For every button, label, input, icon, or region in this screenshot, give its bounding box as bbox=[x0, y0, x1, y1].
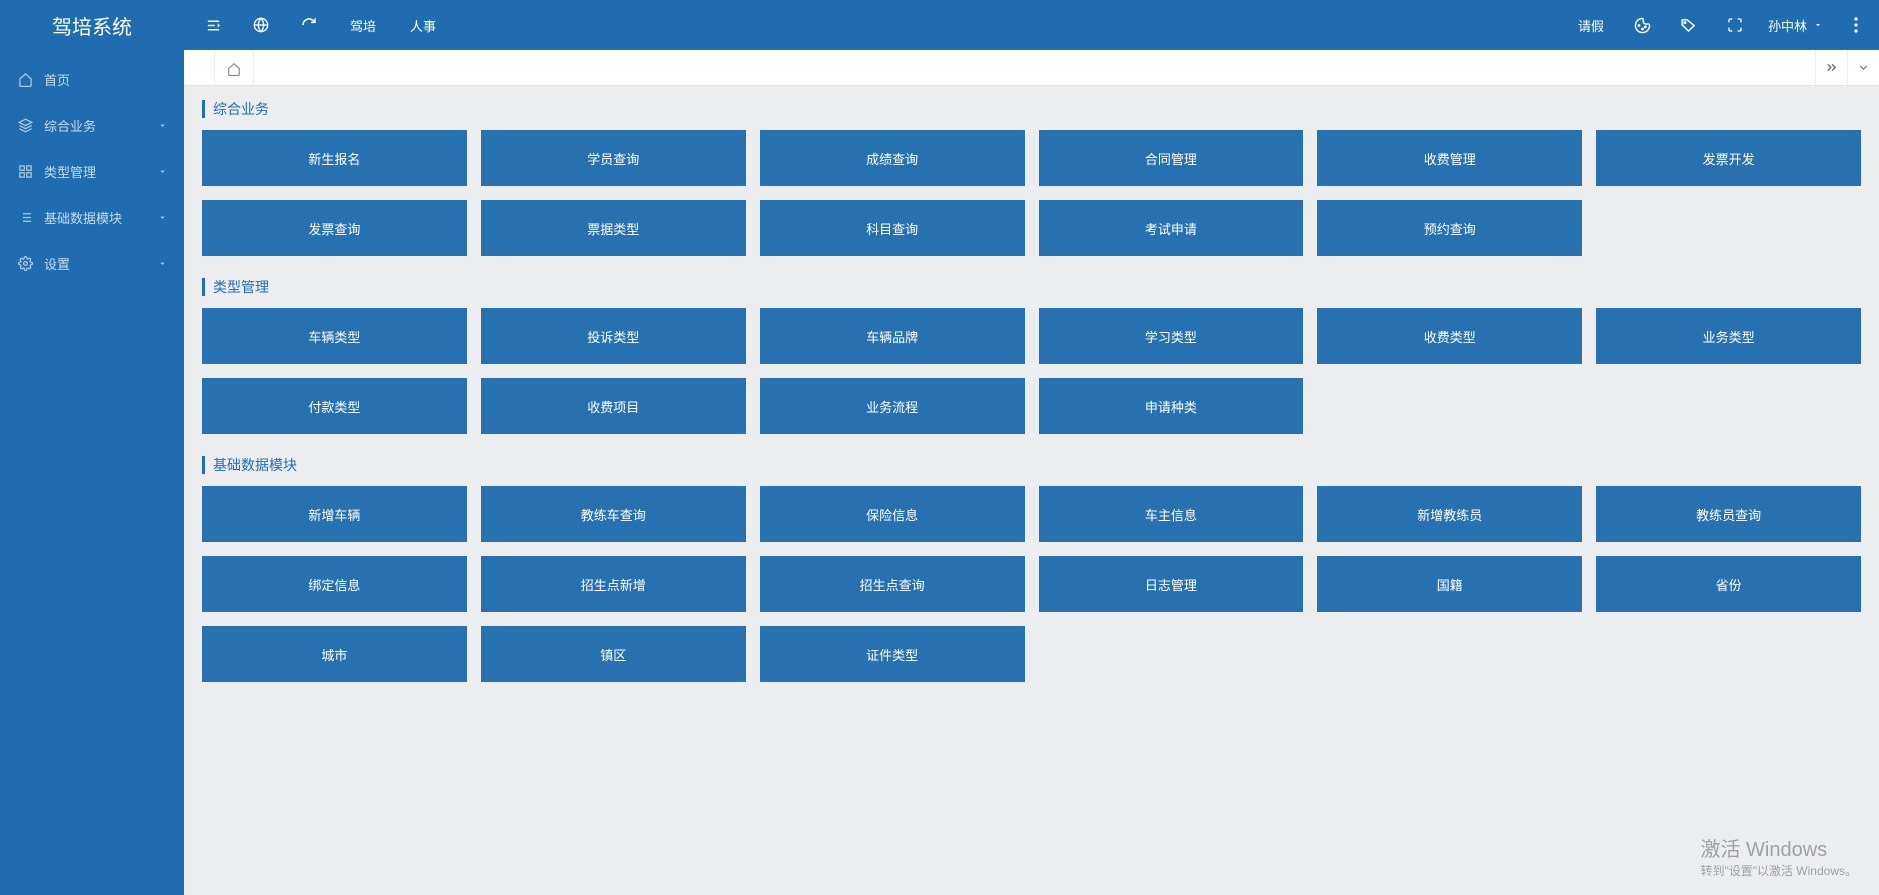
menu-tile[interactable]: 教练车查询 bbox=[481, 486, 746, 542]
menu-tile[interactable]: 城市 bbox=[202, 626, 467, 682]
content: 综合业务新生报名学员查询成绩查询合同管理收费管理发票开发发票查询票据类型科目查询… bbox=[184, 86, 1879, 895]
chevron-down-icon bbox=[157, 120, 168, 131]
section-title: 类型管理 bbox=[202, 278, 1861, 296]
menu-tile[interactable]: 镇区 bbox=[481, 626, 746, 682]
menu-tile[interactable]: 日志管理 bbox=[1039, 556, 1304, 612]
sidebar-item-label: 首页 bbox=[44, 70, 168, 89]
menu-tile[interactable]: 国籍 bbox=[1317, 556, 1582, 612]
topbar: 驾培 人事 请假 孙中林 bbox=[184, 0, 1879, 50]
menu-tile[interactable]: 投诉类型 bbox=[481, 308, 746, 364]
sidebar-item-home[interactable]: 首页 bbox=[0, 56, 184, 102]
sidebar-item-label: 设置 bbox=[44, 254, 157, 273]
layers-icon bbox=[16, 116, 34, 134]
menu-tile[interactable]: 教练员查询 bbox=[1596, 486, 1861, 542]
sidebar: 驾培系统 首页 综合业务 bbox=[0, 0, 184, 895]
sidebar-item-label: 综合业务 bbox=[44, 116, 157, 135]
chevron-down-icon bbox=[157, 258, 168, 269]
list-icon bbox=[16, 208, 34, 226]
tabbar bbox=[184, 50, 1879, 86]
sidebar-item-settings[interactable]: 设置 bbox=[0, 240, 184, 286]
section-title: 基础数据模块 bbox=[202, 456, 1861, 474]
tabbar-dropdown-button[interactable] bbox=[1847, 50, 1879, 85]
more-button[interactable] bbox=[1843, 0, 1869, 50]
topbar-left: 驾培 人事 bbox=[200, 0, 442, 50]
main-area: 驾培 人事 请假 孙中林 bbox=[184, 0, 1879, 895]
topbar-link-renshi[interactable]: 人事 bbox=[404, 0, 442, 50]
menu-tile[interactable]: 预约查询 bbox=[1317, 200, 1582, 256]
section: 综合业务新生报名学员查询成绩查询合同管理收费管理发票开发发票查询票据类型科目查询… bbox=[202, 100, 1861, 256]
menu-tile[interactable]: 学员查询 bbox=[481, 130, 746, 186]
menu-tile[interactable]: 考试申请 bbox=[1039, 200, 1304, 256]
menu-tile[interactable]: 发票查询 bbox=[202, 200, 467, 256]
section: 基础数据模块新增车辆教练车查询保险信息车主信息新增教练员教练员查询绑定信息招生点… bbox=[202, 456, 1861, 682]
topbar-link-jiapei[interactable]: 驾培 bbox=[344, 0, 382, 50]
menu-tile[interactable]: 收费类型 bbox=[1317, 308, 1582, 364]
sidebar-menu: 首页 综合业务 类型管理 bbox=[0, 50, 184, 895]
menu-tile[interactable]: 科目查询 bbox=[760, 200, 1025, 256]
chevron-down-icon bbox=[157, 166, 168, 177]
menu-tile[interactable]: 省份 bbox=[1596, 556, 1861, 612]
user-name: 孙中林 bbox=[1768, 16, 1807, 35]
theme-button[interactable] bbox=[1630, 0, 1656, 50]
menu-tile[interactable]: 招生点新增 bbox=[481, 556, 746, 612]
menu-tile[interactable]: 新增教练员 bbox=[1317, 486, 1582, 542]
menu-tile[interactable]: 新增车辆 bbox=[202, 486, 467, 542]
menu-tile[interactable]: 付款类型 bbox=[202, 378, 467, 434]
sidebar-item-types[interactable]: 类型管理 bbox=[0, 148, 184, 194]
menu-tile[interactable]: 证件类型 bbox=[760, 626, 1025, 682]
tabbar-scroll-right-button[interactable] bbox=[1815, 50, 1847, 85]
menu-tile[interactable]: 票据类型 bbox=[481, 200, 746, 256]
tile-grid: 新生报名学员查询成绩查询合同管理收费管理发票开发发票查询票据类型科目查询考试申请… bbox=[202, 130, 1861, 256]
home-icon bbox=[16, 70, 34, 88]
topbar-right: 请假 孙中林 bbox=[1572, 0, 1869, 50]
section-title: 综合业务 bbox=[202, 100, 1861, 118]
refresh-button[interactable] bbox=[296, 0, 322, 50]
menu-tile[interactable]: 车辆类型 bbox=[202, 308, 467, 364]
menu-tile[interactable]: 保险信息 bbox=[760, 486, 1025, 542]
tile-grid: 车辆类型投诉类型车辆品牌学习类型收费类型业务类型付款类型收费项目业务流程申请种类 bbox=[202, 308, 1861, 434]
sidebar-item-basedata[interactable]: 基础数据模块 bbox=[0, 194, 184, 240]
menu-tile[interactable]: 收费管理 bbox=[1317, 130, 1582, 186]
menu-tile[interactable]: 合同管理 bbox=[1039, 130, 1304, 186]
menu-tile[interactable]: 招生点查询 bbox=[760, 556, 1025, 612]
menu-tile[interactable]: 收费项目 bbox=[481, 378, 746, 434]
collapse-sidebar-button[interactable] bbox=[200, 0, 226, 50]
menu-tile[interactable]: 车主信息 bbox=[1039, 486, 1304, 542]
leave-button[interactable]: 请假 bbox=[1572, 0, 1610, 50]
menu-tile[interactable]: 新生报名 bbox=[202, 130, 467, 186]
sidebar-item-business[interactable]: 综合业务 bbox=[0, 102, 184, 148]
menu-tile[interactable]: 成绩查询 bbox=[760, 130, 1025, 186]
gear-icon bbox=[16, 254, 34, 272]
fullscreen-button[interactable] bbox=[1722, 0, 1748, 50]
menu-tile[interactable]: 绑定信息 bbox=[202, 556, 467, 612]
sidebar-item-label: 类型管理 bbox=[44, 162, 157, 181]
tag-button[interactable] bbox=[1676, 0, 1702, 50]
menu-tile[interactable]: 学习类型 bbox=[1039, 308, 1304, 364]
grid-icon bbox=[16, 162, 34, 180]
menu-tile[interactable]: 业务流程 bbox=[760, 378, 1025, 434]
caret-down-icon bbox=[1813, 20, 1823, 30]
chevron-down-icon bbox=[157, 212, 168, 223]
sidebar-item-label: 基础数据模块 bbox=[44, 208, 157, 227]
menu-tile[interactable]: 申请种类 bbox=[1039, 378, 1304, 434]
tile-grid: 新增车辆教练车查询保险信息车主信息新增教练员教练员查询绑定信息招生点新增招生点查… bbox=[202, 486, 1861, 682]
user-menu[interactable]: 孙中林 bbox=[1768, 16, 1823, 35]
section: 类型管理车辆类型投诉类型车辆品牌学习类型收费类型业务类型付款类型收费项目业务流程… bbox=[202, 278, 1861, 434]
menu-tile[interactable]: 车辆品牌 bbox=[760, 308, 1025, 364]
menu-tile[interactable]: 业务类型 bbox=[1596, 308, 1861, 364]
app-root: 驾培系统 首页 综合业务 bbox=[0, 0, 1879, 895]
tab-home[interactable] bbox=[214, 50, 254, 85]
menu-tile[interactable]: 发票开发 bbox=[1596, 130, 1861, 186]
app-title: 驾培系统 bbox=[0, 0, 184, 50]
globe-button[interactable] bbox=[248, 0, 274, 50]
